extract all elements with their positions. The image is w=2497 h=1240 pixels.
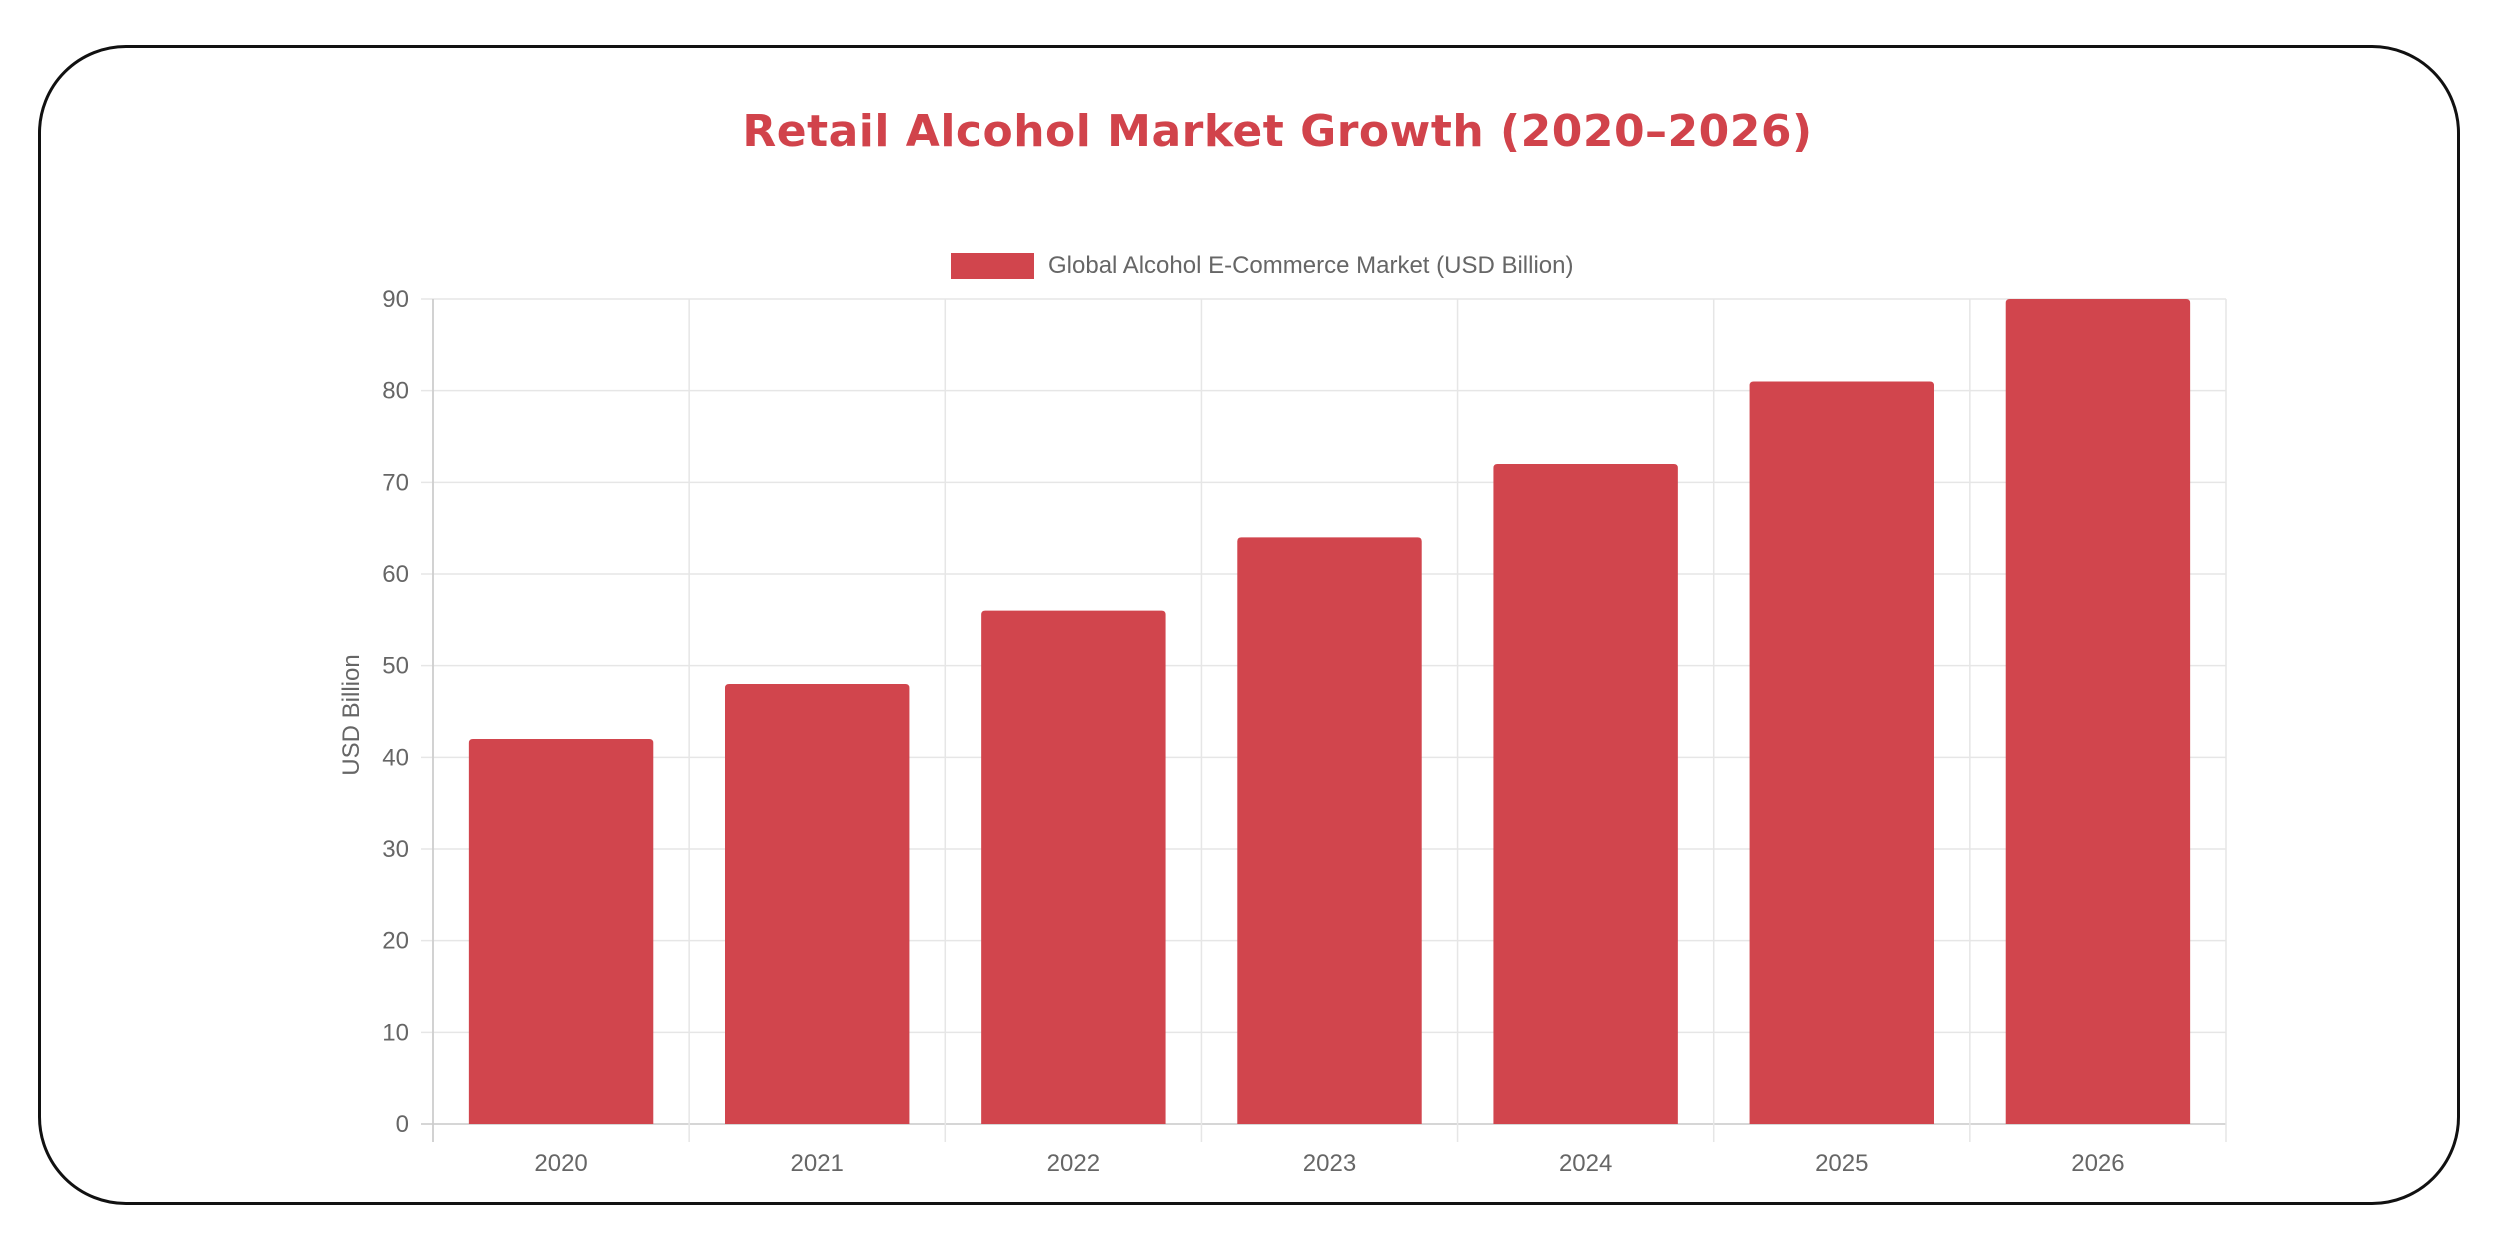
x-tick-label: 2022 [1047,1150,1100,1177]
x-tick-label: 2021 [791,1150,844,1177]
y-tick-label: 80 [382,378,409,405]
y-tick-label: 50 [382,653,409,680]
x-tick-label: 2025 [1815,1150,1868,1177]
y-tick-label: 40 [382,744,409,771]
y-tick-label: 10 [382,1019,409,1046]
bar-2023 [1237,537,1422,1124]
x-tick-label: 2020 [534,1150,587,1177]
bar-2021 [725,684,910,1124]
bar-2024 [1493,464,1678,1124]
y-tick-label: 20 [382,928,409,955]
y-tick-label: 30 [382,836,409,863]
bar-2022 [981,610,1166,1124]
legend-swatch [951,253,1034,279]
x-tick-label: 2023 [1303,1150,1356,1177]
x-tick-label: 2024 [1559,1150,1612,1177]
legend[interactable]: Global Alcohol E-Commerce Market (USD Bi… [951,252,1574,279]
bar-2026 [2005,299,2191,1124]
y-tick-label: 60 [382,561,409,588]
y-axis-title: USD Billion [338,654,365,775]
x-tick-label: 2026 [2071,1150,2124,1177]
bar-2020 [468,739,654,1124]
y-tick-label: 90 [382,286,409,313]
legend-label: Global Alcohol E-Commerce Market (USD Bi… [1048,252,1574,279]
bar-2025 [1749,381,1934,1124]
y-tick-label: 70 [382,469,409,496]
y-tick-label: 0 [396,1111,409,1138]
chart-title: Retail Alcohol Market Growth (2020–2026) [742,106,1813,157]
axes: 0 10 20 30 40 50 60 70 80 90 2020 2021 2022 2023 2024 2… [382,286,2124,1177]
bars [468,299,2191,1124]
